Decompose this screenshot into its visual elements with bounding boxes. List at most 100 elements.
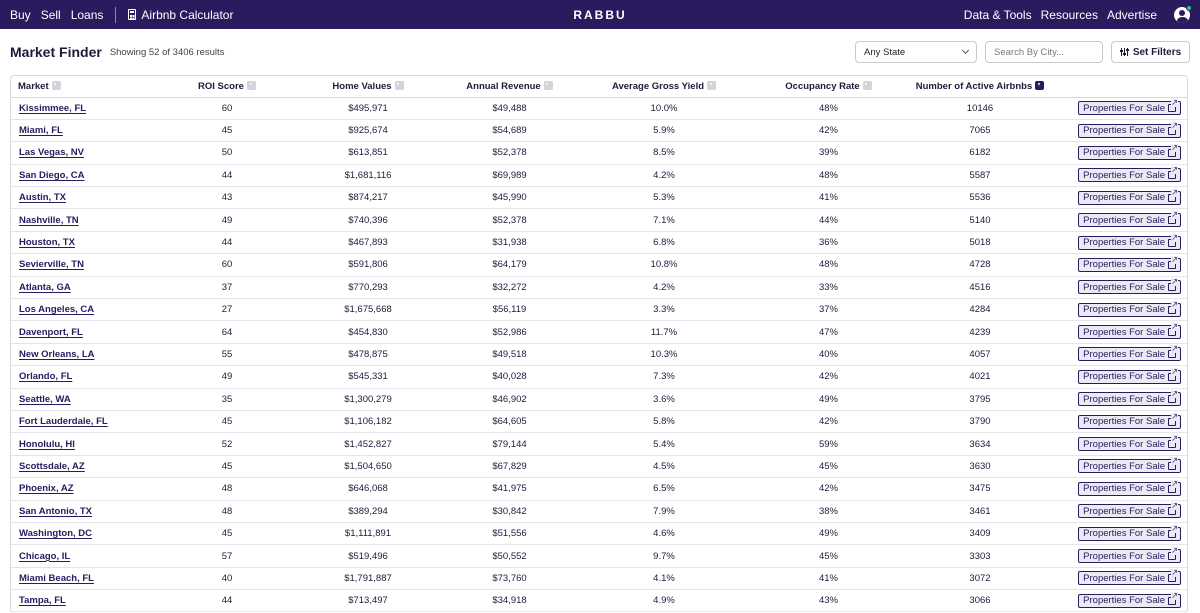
properties-for-sale-button[interactable]: Properties For Sale	[1078, 390, 1181, 407]
properties-for-sale-button[interactable]: Properties For Sale	[1078, 345, 1181, 362]
properties-for-sale-button[interactable]: Properties For Sale	[1078, 188, 1181, 205]
table-row: Miami, FL 45 $925,674 $54,689 5.9% 42% 7065 Pro…	[11, 119, 1187, 143]
properties-for-sale-button[interactable]: Properties For Sale	[1078, 502, 1181, 519]
gross-yield-cell: 4.1%	[581, 567, 747, 591]
market-link[interactable]: Orlando, FL	[19, 371, 73, 383]
properties-for-sale-button[interactable]: Properties For Sale	[1078, 479, 1181, 496]
market-link[interactable]: Nashville, TN	[19, 214, 79, 226]
nav-resources-link[interactable]: Resources	[1040, 7, 1098, 22]
external-link-icon	[1168, 300, 1178, 314]
column-header-occupancy-rate[interactable]: Occupancy Rate	[747, 76, 910, 98]
market-link[interactable]: Phoenix, AZ	[19, 483, 74, 495]
market-link[interactable]: San Antonio, TX	[19, 505, 93, 517]
market-link[interactable]: New Orleans, LA	[19, 348, 95, 360]
properties-for-sale-button[interactable]: Properties For Sale	[1078, 255, 1181, 272]
nav-divider	[115, 6, 117, 23]
user-avatar[interactable]	[1174, 4, 1192, 23]
nav-advertise-link[interactable]: Advertise	[1106, 7, 1157, 22]
annual-revenue-cell: $51,556	[438, 522, 581, 546]
state-select[interactable]: Any State	[855, 41, 977, 63]
market-link[interactable]: Tampa, FL	[19, 595, 66, 607]
sort-icon[interactable]	[51, 80, 61, 90]
sort-icon[interactable]	[543, 80, 553, 90]
column-header-roi-score[interactable]: ROI Score	[156, 76, 298, 98]
properties-for-sale-button[interactable]: Properties For Sale	[1078, 412, 1181, 429]
market-link[interactable]: Los Angeles, CA	[19, 304, 95, 316]
column-header-market[interactable]: Market	[11, 76, 156, 98]
home-value-cell: $613,851	[298, 141, 438, 165]
roi-score-cell: 45	[156, 455, 298, 479]
market-link[interactable]: Miami, FL	[19, 125, 63, 137]
sort-icon[interactable]	[707, 80, 717, 90]
occupancy-rate-cell: 42%	[747, 365, 910, 389]
set-filters-button[interactable]: Set Filters	[1111, 41, 1190, 63]
market-link[interactable]: Washington, DC	[19, 528, 92, 540]
properties-for-sale-button[interactable]: Properties For Sale	[1078, 99, 1181, 116]
nav-calculator-link[interactable]: Airbnb Calculator	[128, 8, 233, 22]
action-cell: Properties For Sale	[1050, 567, 1187, 591]
properties-for-sale-button[interactable]: Properties For Sale	[1078, 323, 1181, 340]
occupancy-rate-cell: 43%	[747, 589, 910, 613]
properties-for-sale-button[interactable]: Properties For Sale	[1078, 524, 1181, 541]
gross-yield-cell: 7.3%	[581, 365, 747, 389]
properties-for-sale-button[interactable]: Properties For Sale	[1078, 457, 1181, 474]
column-header-home-values[interactable]: Home Values	[298, 76, 438, 98]
home-value-cell: $874,217	[298, 186, 438, 210]
nav-data-tools-link[interactable]: Data & Tools	[963, 7, 1032, 22]
market-link[interactable]: Kissimmee, FL	[19, 102, 87, 114]
properties-for-sale-label: Properties For Sale	[1083, 281, 1165, 293]
annual-revenue-cell: $64,179	[438, 253, 581, 277]
properties-for-sale-button[interactable]: Properties For Sale	[1078, 367, 1181, 384]
sort-icon[interactable]	[394, 80, 404, 90]
nav-sell-link[interactable]: Sell	[40, 7, 61, 22]
sort-icon[interactable]	[862, 80, 872, 90]
market-link[interactable]: Fort Lauderdale, FL	[19, 416, 108, 428]
properties-for-sale-button[interactable]: Properties For Sale	[1078, 233, 1181, 250]
market-link[interactable]: Chicago, IL	[19, 550, 71, 562]
market-link[interactable]: Seattle, WA	[19, 393, 71, 405]
market-link[interactable]: Scottsdale, AZ	[19, 460, 85, 472]
roi-score-cell: 48	[156, 477, 298, 501]
nav-loans-link[interactable]: Loans	[70, 7, 104, 22]
market-link[interactable]: Honolulu, HI	[19, 438, 75, 450]
properties-for-sale-button[interactable]: Properties For Sale	[1078, 591, 1181, 608]
home-value-cell: $740,396	[298, 208, 438, 232]
column-header-gross-yield[interactable]: Average Gross Yield	[581, 76, 747, 98]
occupancy-rate-cell: 45%	[747, 455, 910, 479]
sort-icon[interactable]	[246, 80, 256, 90]
column-header-annual-revenue[interactable]: Annual Revenue	[438, 76, 581, 98]
properties-for-sale-button[interactable]: Properties For Sale	[1078, 166, 1181, 183]
rabbu-logo[interactable]: RABBU	[573, 7, 627, 22]
properties-for-sale-button[interactable]: Properties For Sale	[1078, 300, 1181, 317]
home-value-cell: $495,971	[298, 97, 438, 120]
table-row: Las Vegas, NV 50 $613,851 $52,378 8.5% 39% 618…	[11, 141, 1187, 165]
market-link[interactable]: Las Vegas, NV	[19, 147, 84, 159]
active-airbnbs-cell: 3790	[910, 410, 1050, 434]
properties-for-sale-button[interactable]: Properties For Sale	[1078, 211, 1181, 228]
external-link-icon	[1168, 99, 1178, 113]
action-cell: Properties For Sale	[1050, 276, 1187, 300]
market-cell: Houston, TX	[11, 231, 156, 255]
market-link[interactable]: Sevierville, TN	[19, 259, 84, 271]
market-link[interactable]: Austin, TX	[19, 192, 66, 204]
roi-score-cell: 60	[156, 253, 298, 277]
properties-for-sale-button[interactable]: Properties For Sale	[1078, 143, 1181, 160]
properties-for-sale-button[interactable]: Properties For Sale	[1078, 435, 1181, 452]
properties-for-sale-button[interactable]: Properties For Sale	[1078, 569, 1181, 586]
properties-for-sale-button[interactable]: Properties For Sale	[1078, 278, 1181, 295]
action-cell: Properties For Sale	[1050, 343, 1187, 367]
nav-buy-link[interactable]: Buy	[10, 7, 31, 22]
properties-for-sale-button[interactable]: Properties For Sale	[1078, 121, 1181, 138]
column-header-active-airbnbs[interactable]: Number of Active Airbnbs	[910, 76, 1050, 98]
gross-yield-cell: 10.8%	[581, 253, 747, 277]
sort-desc-icon[interactable]	[1035, 80, 1045, 90]
market-link[interactable]: Houston, TX	[19, 237, 75, 249]
column-header-label: Home Values	[332, 80, 392, 92]
city-search-input[interactable]	[985, 41, 1103, 63]
properties-for-sale-button[interactable]: Properties For Sale	[1078, 547, 1181, 563]
market-link[interactable]: San Diego, CA	[19, 169, 85, 181]
occupancy-rate-cell: 59%	[747, 432, 910, 456]
market-link[interactable]: Atlanta, GA	[19, 281, 71, 293]
market-link[interactable]: Davenport, FL	[19, 326, 83, 338]
market-link[interactable]: Miami Beach, FL	[19, 572, 94, 584]
